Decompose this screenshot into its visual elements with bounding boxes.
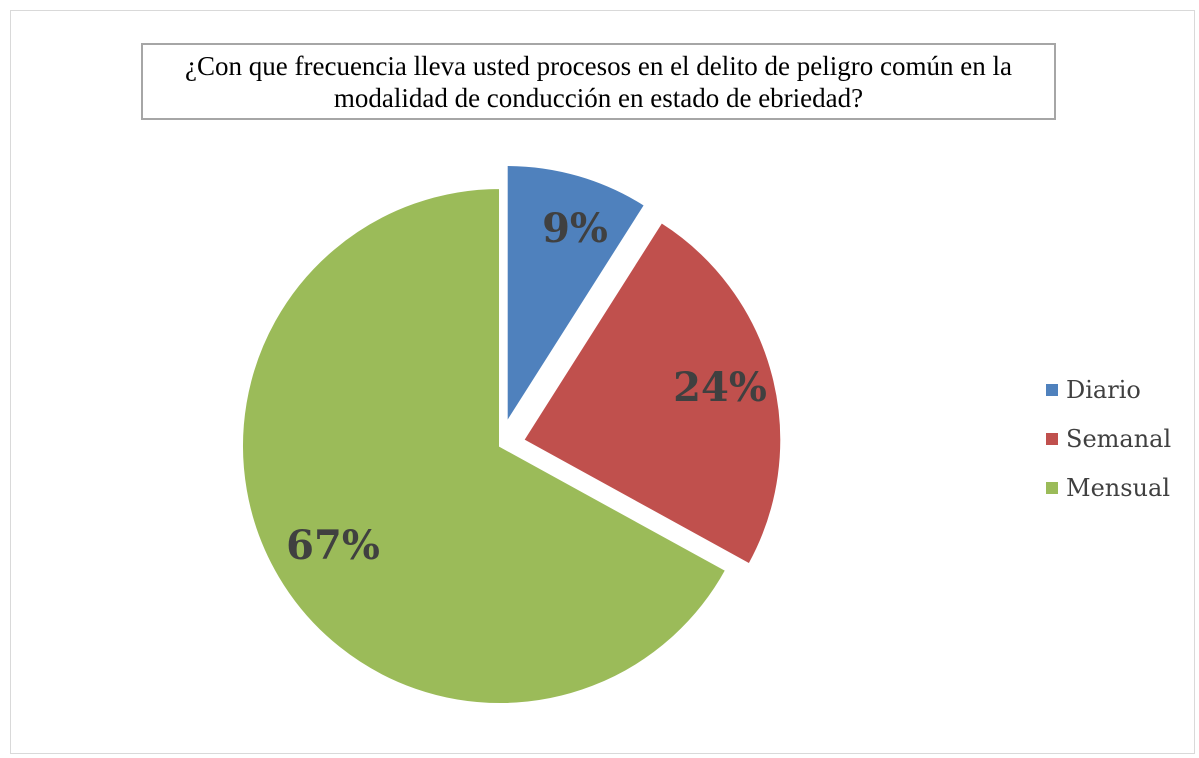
legend-label-semanal: Semanal	[1066, 424, 1172, 453]
legend: Diario Semanal Mensual	[1046, 365, 1171, 512]
legend-label-diario: Diario	[1066, 375, 1141, 404]
legend-swatch-semanal	[1046, 432, 1058, 445]
data-label-semanal: 24%	[673, 364, 767, 411]
data-label-mensual: 67%	[286, 522, 380, 569]
legend-item-mensual: Mensual	[1046, 463, 1171, 512]
pie-slice-semanal	[521, 220, 783, 566]
pie-slice-mensual	[241, 186, 728, 705]
chart-title-box: ¿Con que frecuencia lleva usted procesos…	[141, 43, 1056, 120]
legend-item-semanal: Semanal	[1046, 414, 1171, 463]
pie-data-labels: 9% 24% 67%	[286, 205, 767, 569]
legend-swatch-diario	[1046, 383, 1058, 396]
data-label-diario: 9%	[542, 205, 608, 252]
pie-slice-diario	[505, 163, 647, 427]
legend-swatch-mensual	[1046, 481, 1058, 494]
legend-label-mensual: Mensual	[1066, 473, 1170, 502]
legend-item-diario: Diario	[1046, 365, 1171, 414]
pie-slices	[241, 163, 783, 705]
chart-title: ¿Con que frecuencia lleva usted procesos…	[185, 50, 1012, 113]
